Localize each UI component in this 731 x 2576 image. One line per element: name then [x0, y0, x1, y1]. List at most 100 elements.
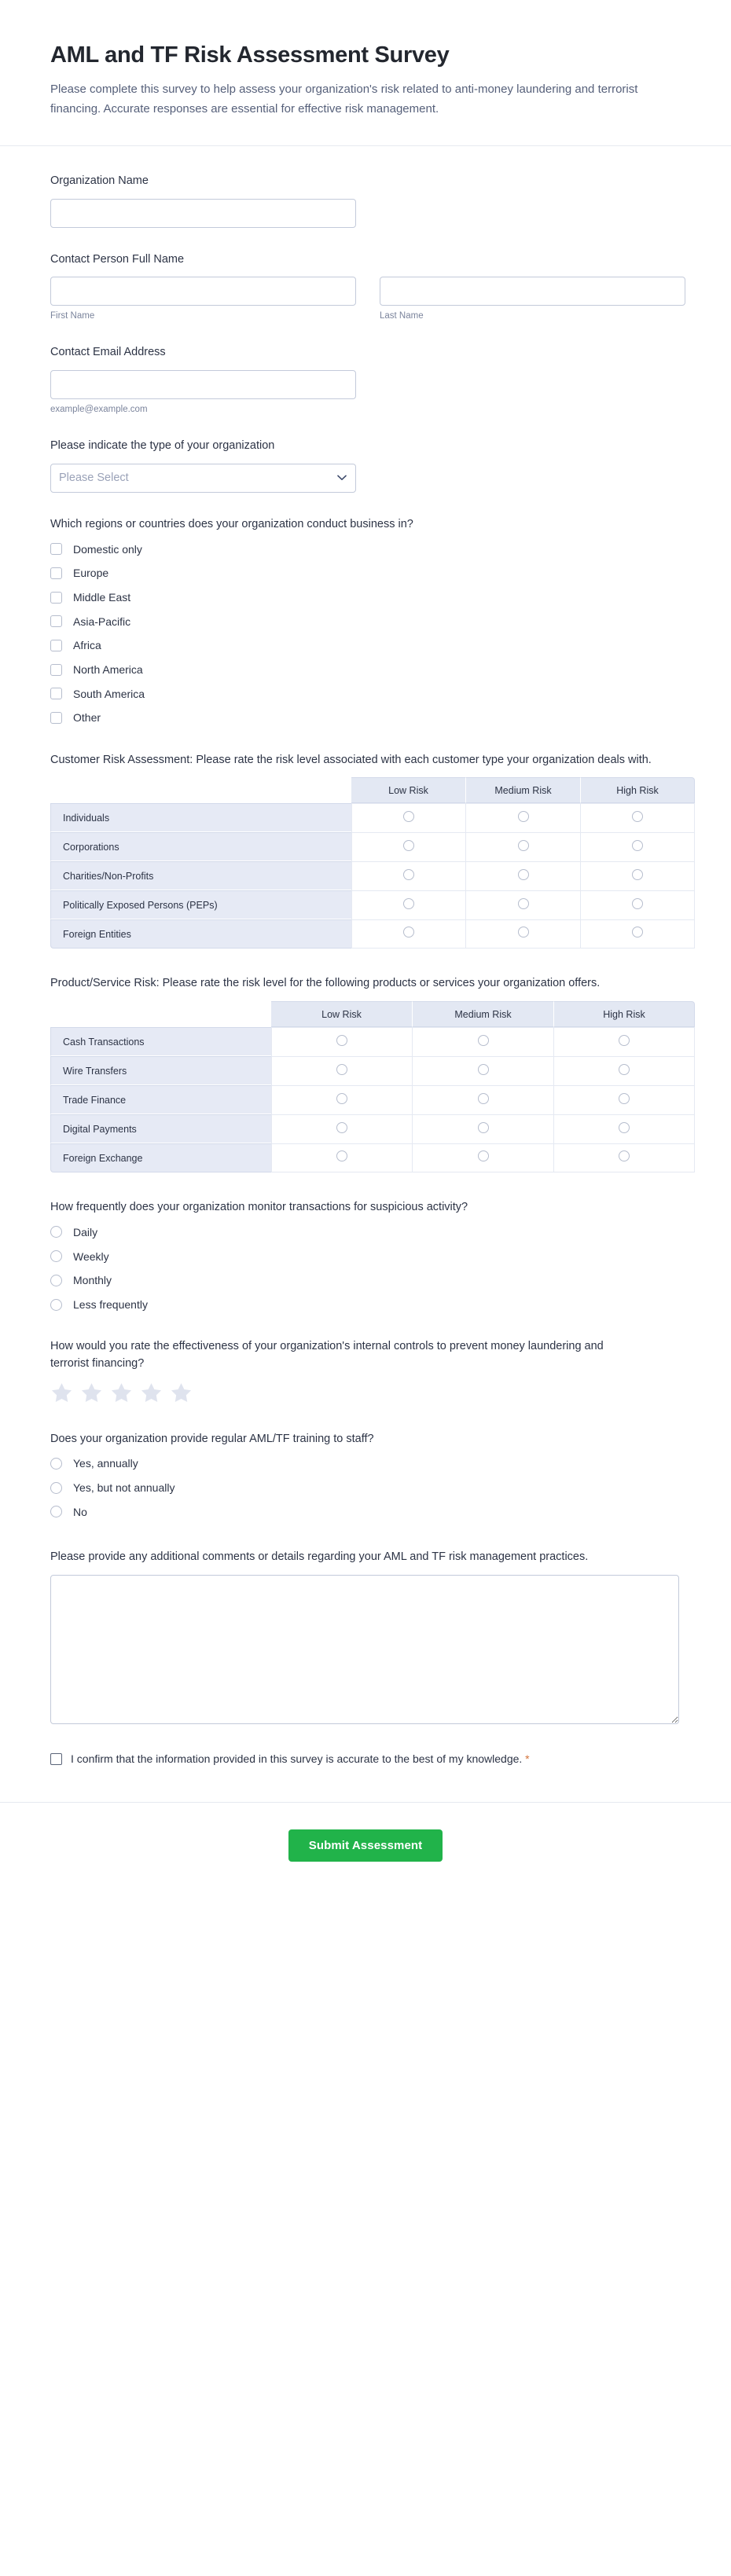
radio-icon[interactable] — [403, 868, 414, 880]
star-icon[interactable] — [80, 1382, 103, 1404]
matrix-radio-cell[interactable] — [466, 861, 581, 891]
radio-icon[interactable] — [50, 1457, 62, 1470]
consent-block[interactable]: I confirm that the information provided … — [50, 1751, 616, 1768]
radio-icon[interactable] — [403, 810, 414, 822]
radio-icon[interactable] — [477, 1121, 489, 1133]
last-name-input[interactable] — [380, 277, 685, 306]
radio-icon[interactable] — [632, 868, 643, 880]
radio-icon[interactable] — [477, 1063, 489, 1075]
consent-checkbox-icon[interactable] — [50, 1752, 62, 1765]
radio-icon[interactable] — [517, 897, 529, 909]
checkbox-icon[interactable] — [50, 639, 62, 651]
matrix-radio-cell[interactable] — [581, 919, 695, 949]
checkbox-icon[interactable] — [50, 543, 62, 556]
radio-icon[interactable] — [619, 1063, 630, 1075]
radio-icon[interactable] — [517, 868, 529, 880]
checkbox-row-north-america[interactable]: North America — [50, 662, 681, 677]
radio-icon[interactable] — [619, 1092, 630, 1104]
first-name-input[interactable] — [50, 277, 356, 306]
additional-comments-textarea[interactable] — [50, 1574, 679, 1724]
matrix-radio-cell[interactable] — [554, 1056, 695, 1086]
matrix-radio-cell[interactable] — [351, 890, 466, 920]
radio-icon[interactable] — [50, 1506, 62, 1518]
matrix-radio-cell[interactable] — [413, 1143, 554, 1173]
radio-icon[interactable] — [517, 839, 529, 851]
radio-icon[interactable] — [632, 839, 643, 851]
matrix-radio-cell[interactable] — [271, 1143, 413, 1173]
matrix-radio-cell[interactable] — [466, 832, 581, 862]
radio-icon[interactable] — [403, 927, 414, 938]
radio-icon[interactable] — [517, 927, 529, 938]
matrix-radio-cell[interactable] — [351, 861, 466, 891]
matrix-radio-cell[interactable] — [581, 890, 695, 920]
matrix-radio-cell[interactable] — [413, 1056, 554, 1086]
radio-row-yes-annually[interactable]: Yes, annually — [50, 1456, 681, 1470]
radio-icon[interactable] — [50, 1274, 62, 1286]
radio-icon[interactable] — [50, 1250, 62, 1263]
matrix-radio-cell[interactable] — [581, 832, 695, 862]
radio-row-monthly[interactable]: Monthly — [50, 1273, 681, 1287]
checkbox-row-europe[interactable]: Europe — [50, 566, 681, 580]
contact-email-input[interactable] — [50, 370, 356, 400]
radio-icon[interactable] — [619, 1121, 630, 1133]
matrix-radio-cell[interactable] — [554, 1143, 695, 1173]
radio-icon[interactable] — [477, 1150, 489, 1162]
radio-icon[interactable] — [50, 1226, 62, 1238]
radio-icon[interactable] — [50, 1298, 62, 1311]
checkbox-icon[interactable] — [50, 663, 62, 676]
matrix-radio-cell[interactable] — [581, 861, 695, 891]
organization-type-select[interactable]: Please Select — [50, 463, 356, 493]
radio-icon[interactable] — [403, 839, 414, 851]
checkbox-row-asia-pacific[interactable]: Asia-Pacific — [50, 615, 681, 629]
checkbox-icon[interactable] — [50, 591, 62, 604]
checkbox-row-other[interactable]: Other — [50, 710, 681, 725]
matrix-radio-cell[interactable] — [271, 1056, 413, 1086]
matrix-radio-cell[interactable] — [581, 803, 695, 833]
radio-icon[interactable] — [632, 927, 643, 938]
matrix-radio-cell[interactable] — [351, 919, 466, 949]
matrix-radio-cell[interactable] — [271, 1027, 413, 1057]
matrix-radio-cell[interactable] — [466, 919, 581, 949]
star-rating-widget[interactable] — [50, 1382, 681, 1404]
radio-icon[interactable] — [336, 1092, 347, 1104]
checkbox-icon[interactable] — [50, 567, 62, 579]
matrix-radio-cell[interactable] — [413, 1027, 554, 1057]
matrix-radio-cell[interactable] — [466, 803, 581, 833]
matrix-radio-cell[interactable] — [271, 1085, 413, 1115]
matrix-radio-cell[interactable] — [271, 1114, 413, 1144]
matrix-radio-cell[interactable] — [466, 890, 581, 920]
checkbox-row-africa[interactable]: Africa — [50, 638, 681, 652]
radio-row-weekly[interactable]: Weekly — [50, 1249, 681, 1264]
matrix-radio-cell[interactable] — [351, 803, 466, 833]
submit-button[interactable]: Submit Assessment — [288, 1829, 443, 1862]
radio-icon[interactable] — [336, 1034, 347, 1046]
radio-icon[interactable] — [477, 1034, 489, 1046]
radio-row-yes-not-annually[interactable]: Yes, but not annually — [50, 1481, 681, 1495]
radio-icon[interactable] — [336, 1121, 347, 1133]
radio-icon[interactable] — [336, 1063, 347, 1075]
star-icon[interactable] — [50, 1382, 73, 1404]
matrix-radio-cell[interactable] — [351, 832, 466, 862]
radio-icon[interactable] — [619, 1034, 630, 1046]
checkbox-icon[interactable] — [50, 615, 62, 628]
radio-icon[interactable] — [403, 897, 414, 909]
checkbox-icon[interactable] — [50, 712, 62, 724]
matrix-radio-cell[interactable] — [413, 1085, 554, 1115]
radio-icon[interactable] — [336, 1150, 347, 1162]
matrix-radio-cell[interactable] — [554, 1114, 695, 1144]
radio-icon[interactable] — [517, 810, 529, 822]
radio-row-less-frequently[interactable]: Less frequently — [50, 1297, 681, 1312]
radio-row-no[interactable]: No — [50, 1505, 681, 1519]
checkbox-row-domestic-only[interactable]: Domestic only — [50, 542, 681, 556]
radio-row-daily[interactable]: Daily — [50, 1225, 681, 1239]
radio-icon[interactable] — [632, 810, 643, 822]
star-icon[interactable] — [140, 1382, 163, 1404]
organization-name-input[interactable] — [50, 198, 356, 228]
star-icon[interactable] — [110, 1382, 133, 1404]
radio-icon[interactable] — [477, 1092, 489, 1104]
checkbox-icon[interactable] — [50, 688, 62, 700]
radio-icon[interactable] — [619, 1150, 630, 1162]
matrix-radio-cell[interactable] — [413, 1114, 554, 1144]
matrix-radio-cell[interactable] — [554, 1027, 695, 1057]
star-icon[interactable] — [170, 1382, 193, 1404]
